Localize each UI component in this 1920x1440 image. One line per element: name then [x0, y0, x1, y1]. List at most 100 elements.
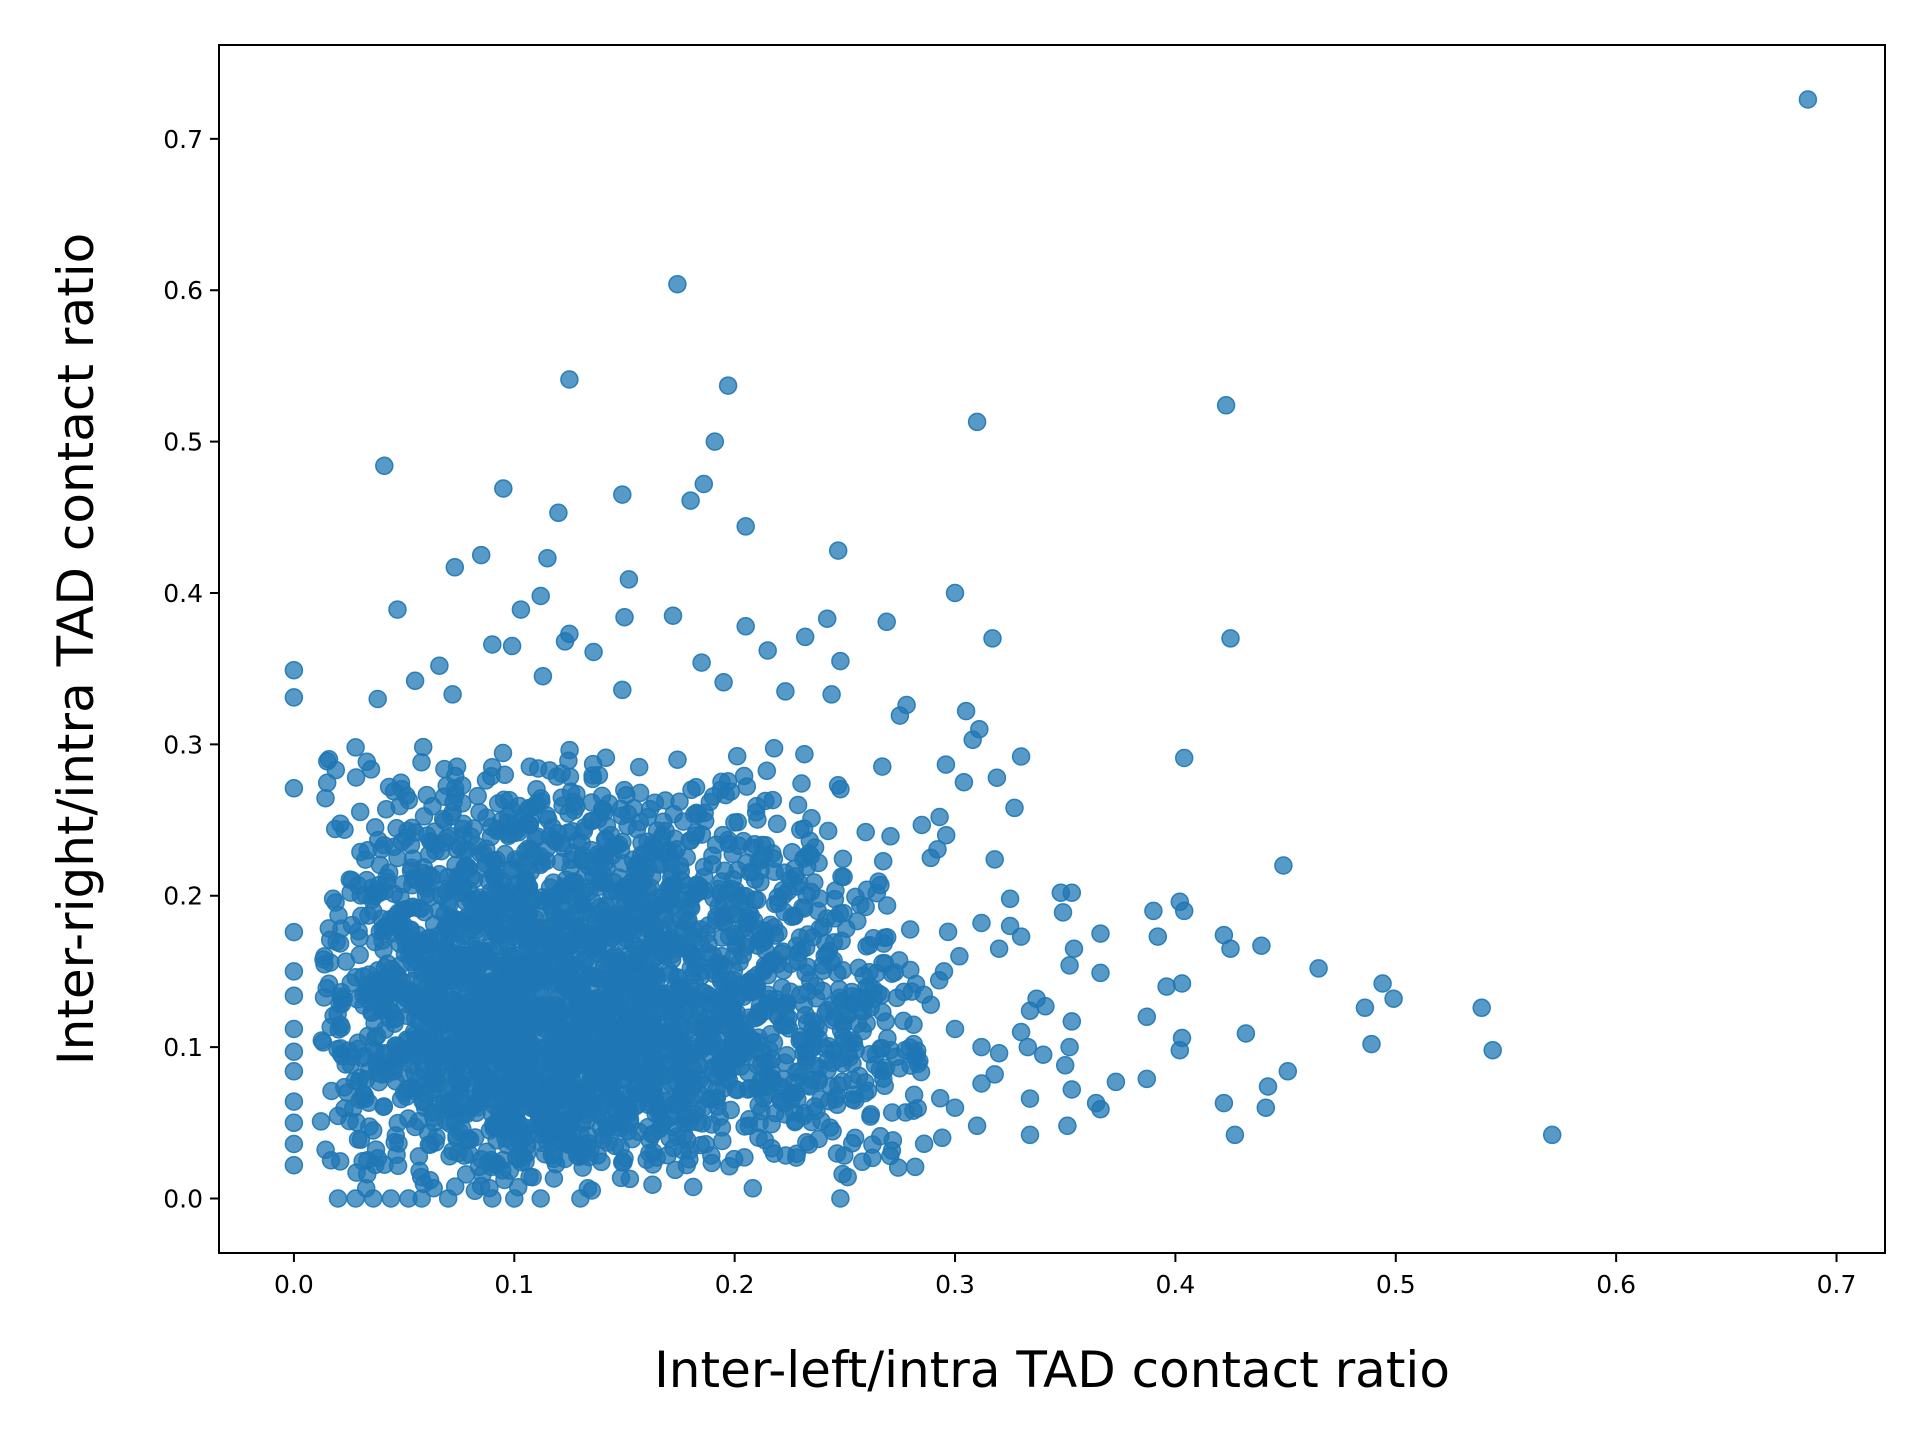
scatter-point [595, 906, 614, 926]
scatter-point [748, 810, 767, 829]
scatter-point [573, 894, 592, 914]
scatter-point [486, 986, 506, 1006]
scatter-point [646, 1004, 666, 1023]
scatter-point [1011, 747, 1031, 766]
scatter-point [807, 1101, 826, 1120]
scatter-point [375, 988, 395, 1007]
scatter-point [877, 612, 896, 632]
scatter-point [889, 951, 909, 970]
scatter-point [792, 1066, 811, 1086]
scatter-point [709, 990, 729, 1010]
scatter-point [440, 925, 459, 945]
scatter-point [853, 1021, 872, 1041]
scatter-point [670, 1047, 689, 1067]
scatter-point [423, 833, 442, 852]
scatter-point [592, 786, 612, 806]
scatter-point [686, 823, 706, 842]
scatter-point [531, 984, 551, 1004]
scatter-point [825, 909, 845, 928]
scatter-point [360, 1117, 379, 1136]
scatter-point [696, 1135, 715, 1154]
x-tick-label: 0.6 [1596, 1270, 1636, 1299]
scatter-point [494, 1150, 513, 1170]
scatter-point [595, 830, 615, 850]
scatter-point [415, 902, 434, 922]
scatter-point [890, 1058, 909, 1078]
scatter-point [1362, 1034, 1381, 1054]
scatter-point [663, 1117, 683, 1137]
scatter-point [483, 635, 502, 654]
scatter-point [587, 1073, 607, 1093]
scatter-point [707, 953, 727, 972]
scatter-point [444, 792, 463, 812]
scatter-point [1064, 939, 1084, 958]
scatter-point [833, 849, 853, 869]
scatter-point [950, 947, 969, 966]
scatter-point [776, 682, 795, 701]
scatter-point [1011, 927, 1031, 946]
scatter-point [788, 795, 808, 815]
scatter-point [855, 1084, 874, 1103]
scatter-point [824, 1043, 843, 1062]
scatter-point [629, 757, 649, 777]
scatter-point [406, 988, 426, 1008]
scatter-point [619, 570, 639, 589]
scatter-point [423, 797, 442, 816]
scatter-point [1106, 1072, 1126, 1092]
scatter-point [413, 737, 433, 757]
scatter-point [284, 1019, 304, 1039]
scatter-point [487, 925, 507, 945]
scatter-point [748, 936, 767, 955]
scatter-point [818, 821, 838, 841]
scatter-point [739, 1008, 758, 1028]
scatter-point [368, 689, 387, 709]
scatter-point [445, 558, 465, 577]
scatter-point [284, 1113, 304, 1133]
scatter-point [568, 1081, 588, 1100]
scatter-point [284, 1062, 304, 1081]
scatter-point [589, 847, 609, 866]
scatter-point [702, 1153, 722, 1173]
scatter-point [456, 1165, 476, 1184]
scatter-point [816, 933, 835, 953]
scatter-point [987, 768, 1007, 787]
scatter-point [416, 1085, 436, 1104]
scatter-point [1278, 1062, 1298, 1081]
scatter-point [517, 1069, 536, 1088]
scatter-point [1053, 903, 1073, 922]
scatter-point [694, 474, 714, 494]
scatter-point [704, 888, 723, 908]
scatter-point [795, 744, 814, 764]
y-tick-label: 0.2 [163, 882, 203, 911]
scatter-point [352, 906, 371, 926]
scatter-point [351, 1130, 371, 1149]
scatter-point [711, 1038, 731, 1058]
scatter-point [762, 1114, 781, 1134]
scatter-point [1236, 1024, 1256, 1043]
scatter-point [508, 1000, 527, 1019]
scatter-point [613, 680, 632, 700]
scatter-point [560, 964, 580, 984]
scatter-point [757, 761, 777, 781]
scatter-point [1020, 1001, 1040, 1021]
scatter-point [412, 1189, 431, 1208]
scatter-point [443, 685, 462, 704]
scatter-point [1221, 629, 1240, 648]
y-tick-label: 0.1 [163, 1033, 203, 1062]
y-tick-label: 0.3 [163, 730, 203, 759]
scatter-point [914, 1134, 934, 1154]
scatter-point [1036, 997, 1055, 1016]
scatter-point [326, 760, 346, 780]
scatter-point [785, 906, 804, 925]
scatter-point [724, 961, 744, 980]
scatter-point [641, 1054, 661, 1074]
scatter-point [454, 814, 473, 834]
scatter-point [638, 807, 658, 827]
scatter-point [983, 629, 1002, 648]
scatter-point [479, 948, 498, 968]
scatter-point [656, 791, 675, 810]
scatter-point [989, 1043, 1009, 1063]
y-tick-label: 0.5 [163, 428, 203, 457]
scatter-point [625, 1078, 645, 1098]
scatter-point [715, 861, 735, 881]
